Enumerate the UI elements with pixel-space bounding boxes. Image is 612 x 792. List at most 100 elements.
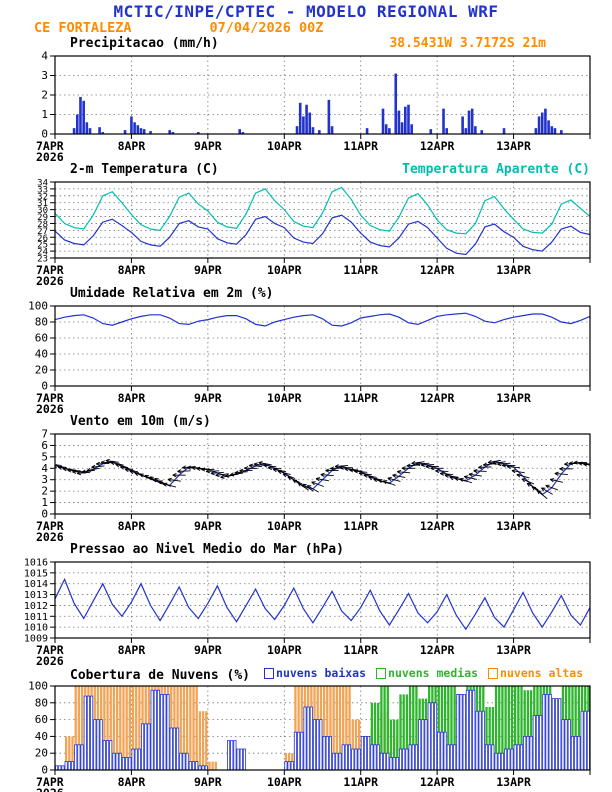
svg-text:0: 0 <box>41 508 48 521</box>
panel-humidity: Umidade Relativa em 2m (%) 0 20 40 60 80 100 7… <box>0 286 612 414</box>
high-clouds-legend-label: nuvens altas <box>500 666 584 680</box>
svg-text:10APR: 10APR <box>267 519 302 533</box>
pressure-title: Pressao ao Nivel Medio do Mar (hPa) <box>70 542 344 557</box>
svg-text:1016: 1016 <box>24 558 48 569</box>
svg-text:10APR: 10APR <box>267 643 302 657</box>
app-header: CE FORTALEZA 07/04/2026 00Z <box>0 20 612 36</box>
svg-text:13APR: 13APR <box>496 775 531 789</box>
svg-text:10APR: 10APR <box>267 391 302 405</box>
legend-item-low-clouds: nuvens baixas <box>264 666 366 681</box>
svg-text:1011: 1011 <box>24 612 48 623</box>
svg-text:5: 5 <box>41 450 48 463</box>
svg-text:1010: 1010 <box>24 623 48 634</box>
svg-text:10APR: 10APR <box>267 263 302 277</box>
svg-text:8APR: 8APR <box>118 391 146 405</box>
svg-text:3: 3 <box>41 473 48 486</box>
svg-text:8APR: 8APR <box>118 519 146 533</box>
svg-text:1: 1 <box>41 108 48 121</box>
svg-text:7: 7 <box>41 429 48 441</box>
svg-text:12APR: 12APR <box>420 519 455 533</box>
mid-clouds-legend-label: nuvens medias <box>388 666 479 680</box>
svg-text:7APR: 7APR <box>36 519 64 533</box>
svg-text:2026: 2026 <box>36 274 64 286</box>
svg-text:8APR: 8APR <box>118 775 146 789</box>
low-clouds-legend-box-icon <box>264 668 275 679</box>
svg-text:11APR: 11APR <box>343 263 378 277</box>
mid-clouds-legend-box-icon <box>376 668 387 679</box>
clouds-legend: nuvens baixas nuvens medias nuvens altas <box>258 666 583 681</box>
svg-text:7APR: 7APR <box>36 139 64 153</box>
svg-text:11APR: 11APR <box>343 775 378 789</box>
svg-text:8APR: 8APR <box>118 643 146 657</box>
svg-text:2026: 2026 <box>36 530 64 542</box>
run-datetime-label: 07/04/2026 00Z <box>209 20 324 36</box>
svg-text:2026: 2026 <box>36 786 64 792</box>
svg-text:7APR: 7APR <box>36 391 64 405</box>
svg-text:3: 3 <box>41 69 48 82</box>
svg-text:2: 2 <box>41 485 48 498</box>
svg-text:13APR: 13APR <box>496 519 531 533</box>
svg-text:28: 28 <box>37 220 48 230</box>
svg-text:4: 4 <box>41 51 48 63</box>
svg-text:80: 80 <box>35 696 48 709</box>
svg-text:12APR: 12APR <box>420 391 455 405</box>
svg-text:23: 23 <box>37 255 48 265</box>
svg-text:60: 60 <box>35 332 48 345</box>
svg-text:9APR: 9APR <box>194 391 222 405</box>
svg-text:1009: 1009 <box>24 634 48 645</box>
svg-text:9APR: 9APR <box>194 643 222 657</box>
apparent-temperature-label: Temperatura Aparente (C) <box>402 162 590 177</box>
svg-text:30: 30 <box>37 206 48 216</box>
svg-text:60: 60 <box>35 713 48 726</box>
svg-text:13APR: 13APR <box>496 263 531 277</box>
humidity-title: Umidade Relativa em 2m (%) <box>70 286 274 301</box>
svg-text:26: 26 <box>37 234 48 244</box>
svg-text:6: 6 <box>41 439 48 452</box>
svg-text:7APR: 7APR <box>36 263 64 277</box>
svg-text:0: 0 <box>41 128 48 141</box>
low-clouds-legend-label: nuvens baixas <box>276 666 367 680</box>
svg-text:8APR: 8APR <box>118 263 146 277</box>
svg-text:0: 0 <box>41 380 48 393</box>
svg-text:31: 31 <box>37 199 48 209</box>
svg-text:10APR: 10APR <box>267 775 302 789</box>
panel-precipitation: Precipitacao (mm/h) 38.5431W 3.7172S 21m… <box>0 36 612 162</box>
svg-text:4: 4 <box>41 462 48 475</box>
panel-clouds: Cobertura de Nuvens (%) nuvens baixas nu… <box>0 666 612 792</box>
svg-text:2: 2 <box>41 89 48 102</box>
panel-wind: Vento em 10m (m/s) 0 1 2 3 4 5 6 7 7APR 2026 8APR 9… <box>0 414 612 542</box>
svg-text:0: 0 <box>41 764 48 777</box>
svg-text:1014: 1014 <box>24 579 48 590</box>
svg-text:13APR: 13APR <box>496 139 531 153</box>
svg-text:2026: 2026 <box>36 150 64 162</box>
station-coordinates-label: 38.5431W 3.7172S 21m <box>389 36 546 51</box>
svg-text:34: 34 <box>37 179 48 189</box>
svg-text:11APR: 11APR <box>343 519 378 533</box>
svg-text:7APR: 7APR <box>36 775 64 789</box>
svg-text:40: 40 <box>35 730 48 743</box>
svg-text:20: 20 <box>35 747 48 760</box>
svg-text:25: 25 <box>37 241 48 251</box>
svg-text:13APR: 13APR <box>496 391 531 405</box>
high-clouds-legend-box-icon <box>488 668 499 679</box>
svg-text:27: 27 <box>37 227 48 237</box>
svg-text:12APR: 12APR <box>420 139 455 153</box>
svg-text:1012: 1012 <box>24 601 48 612</box>
svg-text:12APR: 12APR <box>420 775 455 789</box>
legend-item-mid-clouds: nuvens medias <box>376 666 478 681</box>
svg-text:10APR: 10APR <box>267 139 302 153</box>
svg-text:1: 1 <box>41 496 48 509</box>
svg-text:11APR: 11APR <box>343 391 378 405</box>
precipitation-title: Precipitacao (mm/h) <box>70 36 219 51</box>
svg-text:9APR: 9APR <box>194 519 222 533</box>
svg-text:24: 24 <box>37 248 48 258</box>
model-title: MCTIC/INPE/CPTEC - MODELO REGIONAL WRF <box>113 2 499 21</box>
svg-text:11APR: 11APR <box>343 139 378 153</box>
svg-text:29: 29 <box>37 213 48 223</box>
svg-text:9APR: 9APR <box>194 263 222 277</box>
